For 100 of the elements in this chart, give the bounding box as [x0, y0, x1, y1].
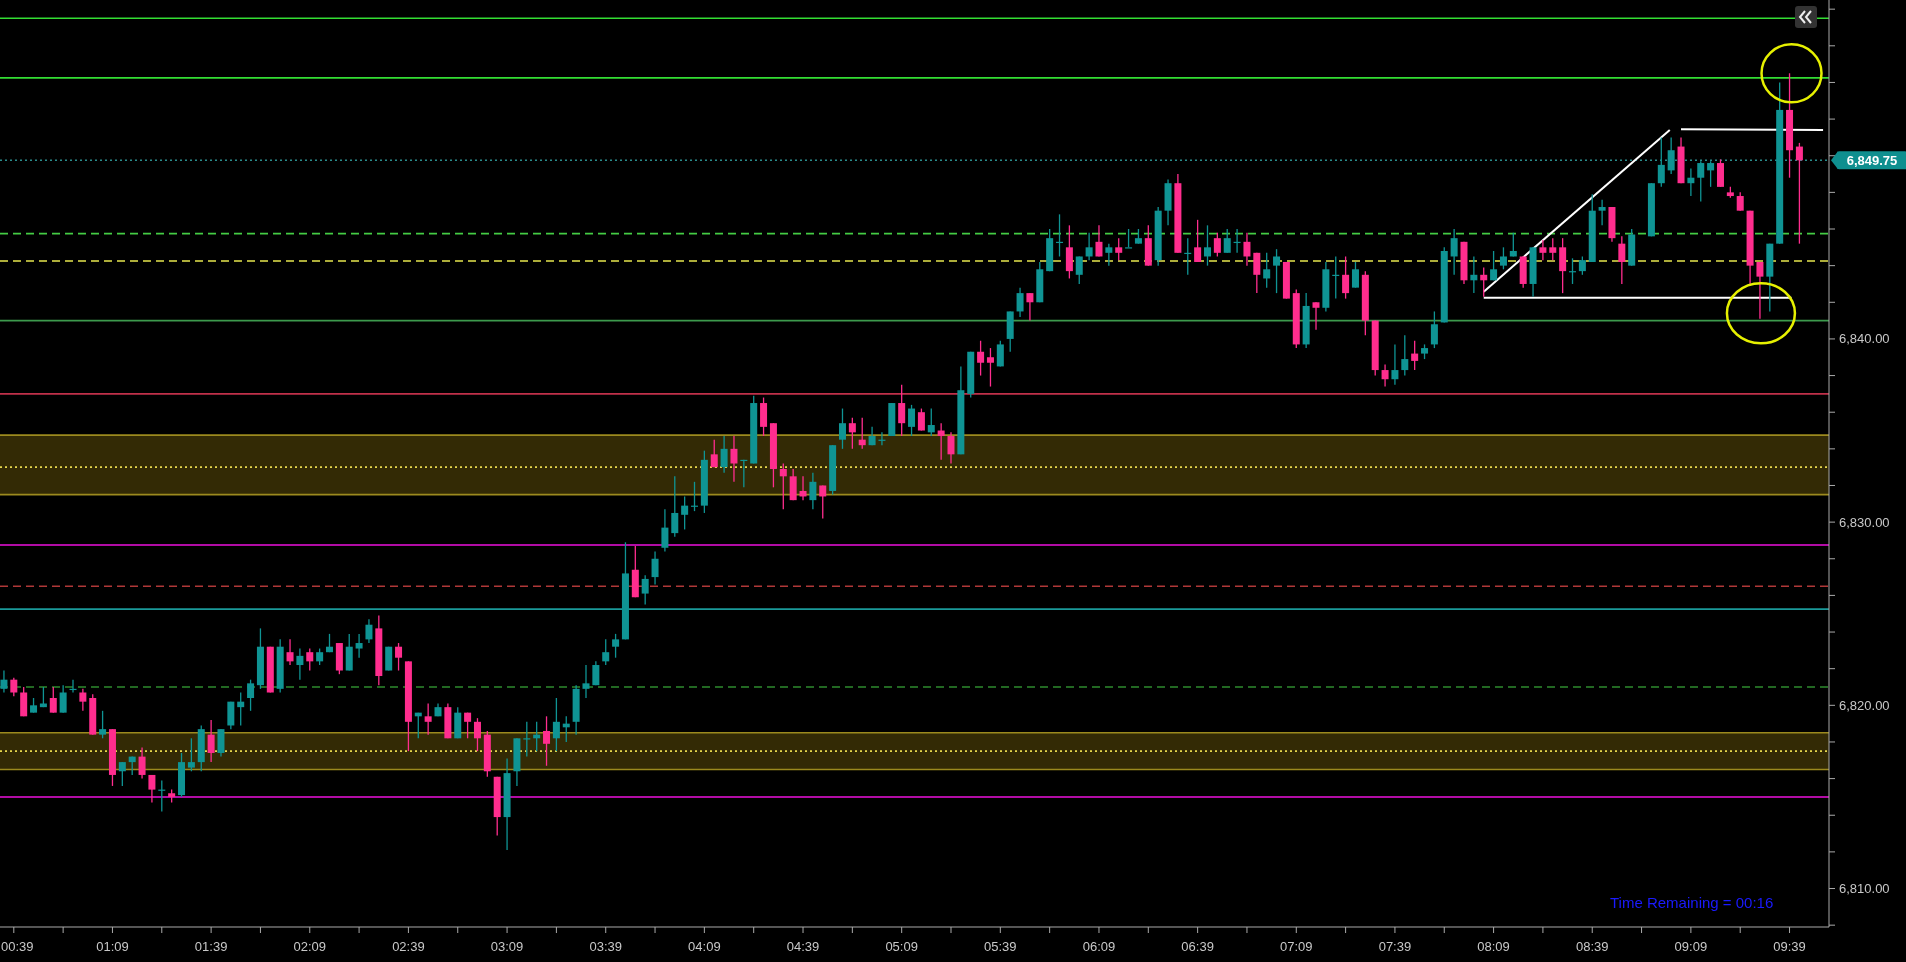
x-tick-label: 08:39 [1575, 939, 1609, 954]
candlestick [1026, 292, 1034, 322]
candlestick [799, 475, 807, 501]
candlestick [1381, 363, 1389, 388]
candlestick [937, 422, 945, 461]
candlestick [1598, 199, 1606, 226]
candlestick [1351, 261, 1359, 289]
x-tick-label: 09:09 [1674, 939, 1708, 954]
candlestick [977, 340, 985, 377]
candlestick [1736, 191, 1744, 212]
candlestick [1470, 255, 1478, 294]
x-tick-label: 01:39 [194, 939, 228, 954]
candlestick [227, 701, 235, 730]
candlestick [1499, 246, 1507, 270]
y-tick-label: 6,820.00 [1839, 697, 1890, 713]
candlestick [207, 719, 215, 763]
candlestick [1430, 310, 1438, 349]
candlestick [424, 702, 432, 736]
candlestick [217, 728, 225, 758]
candlestick [898, 384, 906, 437]
candlestick [1707, 160, 1715, 188]
candlestick [1578, 255, 1586, 276]
candlestick [1213, 232, 1221, 258]
candlestick [602, 638, 610, 666]
candlestick [1756, 261, 1764, 320]
candlestick [365, 618, 373, 644]
candlestick [1716, 158, 1724, 188]
candlestick [917, 407, 925, 432]
candlestick [0, 669, 8, 694]
candlestick [730, 435, 738, 483]
candlestick [661, 508, 669, 553]
candlestick [1539, 239, 1547, 261]
candlestick [1549, 237, 1557, 261]
y-tick-label: 6,830.00 [1839, 514, 1890, 530]
x-tick-label: 06:39 [1181, 939, 1214, 954]
candlestick [286, 638, 294, 666]
candlestick [1125, 228, 1133, 249]
x-tick-label: 01:09 [96, 939, 129, 954]
candlestick [1263, 252, 1271, 289]
x-tick-label: 05:09 [885, 939, 918, 954]
candlestick [543, 715, 551, 767]
candlestick [20, 686, 28, 717]
candlestick [779, 462, 787, 510]
candlestick [464, 712, 472, 739]
candlestick [1273, 248, 1281, 294]
candlestick [473, 717, 481, 752]
candlestick [819, 484, 827, 520]
candlestick [1618, 235, 1626, 285]
candlestick [345, 633, 353, 672]
candlestick [1194, 219, 1202, 263]
candlestick [552, 697, 560, 752]
candlestick [927, 407, 935, 437]
x-tick-label: 06:09 [1082, 939, 1116, 954]
x-tick-label: 02:09 [293, 939, 327, 954]
candlestick [760, 396, 768, 437]
candlestick [908, 404, 916, 437]
candlestick [809, 472, 817, 510]
candlestick [612, 633, 620, 659]
candlestick [1095, 224, 1103, 258]
candlestick [138, 746, 146, 780]
x-tick-label: 03:09 [490, 939, 524, 954]
annotation: Time Remaining = 00:16 [1610, 894, 1774, 911]
candlestick [148, 774, 156, 804]
candlestick [1085, 232, 1093, 261]
x-tick-label: 05:39 [984, 939, 1017, 954]
candlestick [1115, 237, 1123, 261]
x-tick-label: 07:39 [1378, 939, 1412, 954]
candlestick [1253, 252, 1261, 294]
x-tick-label: 09:39 [1773, 939, 1806, 954]
candlestick [99, 710, 107, 739]
y-tick-label: 6,810.00 [1839, 881, 1890, 897]
candlestick [523, 721, 531, 758]
x-tick-label: 04:09 [688, 939, 721, 954]
y-tick-label: 6,840.00 [1839, 331, 1890, 347]
candlestick [1667, 136, 1675, 175]
candlestick [1490, 250, 1498, 281]
candlestick [1657, 136, 1665, 188]
candlestick [641, 574, 649, 606]
candlestick [79, 688, 87, 712]
candlestick [996, 340, 1004, 368]
candlestick [651, 550, 659, 586]
candlestick [671, 475, 679, 538]
candlestick [1075, 255, 1083, 285]
candlestick [848, 417, 856, 450]
candlestick [710, 439, 718, 468]
candlestick [1450, 228, 1458, 276]
candlestick [1312, 301, 1320, 331]
candlestick [1105, 243, 1113, 267]
candlestick [306, 647, 314, 672]
candlestick [1687, 167, 1695, 197]
ref-line-label: 6,849.75 [1846, 152, 1898, 168]
candlestick [1795, 142, 1803, 245]
candlestick [838, 407, 846, 450]
candlestick [59, 684, 67, 714]
candlestick [1243, 232, 1251, 267]
candlestick [237, 691, 245, 727]
candlestick [720, 435, 728, 474]
candlestick [49, 686, 57, 714]
candlestick [947, 431, 955, 465]
candlestick [1411, 340, 1419, 371]
